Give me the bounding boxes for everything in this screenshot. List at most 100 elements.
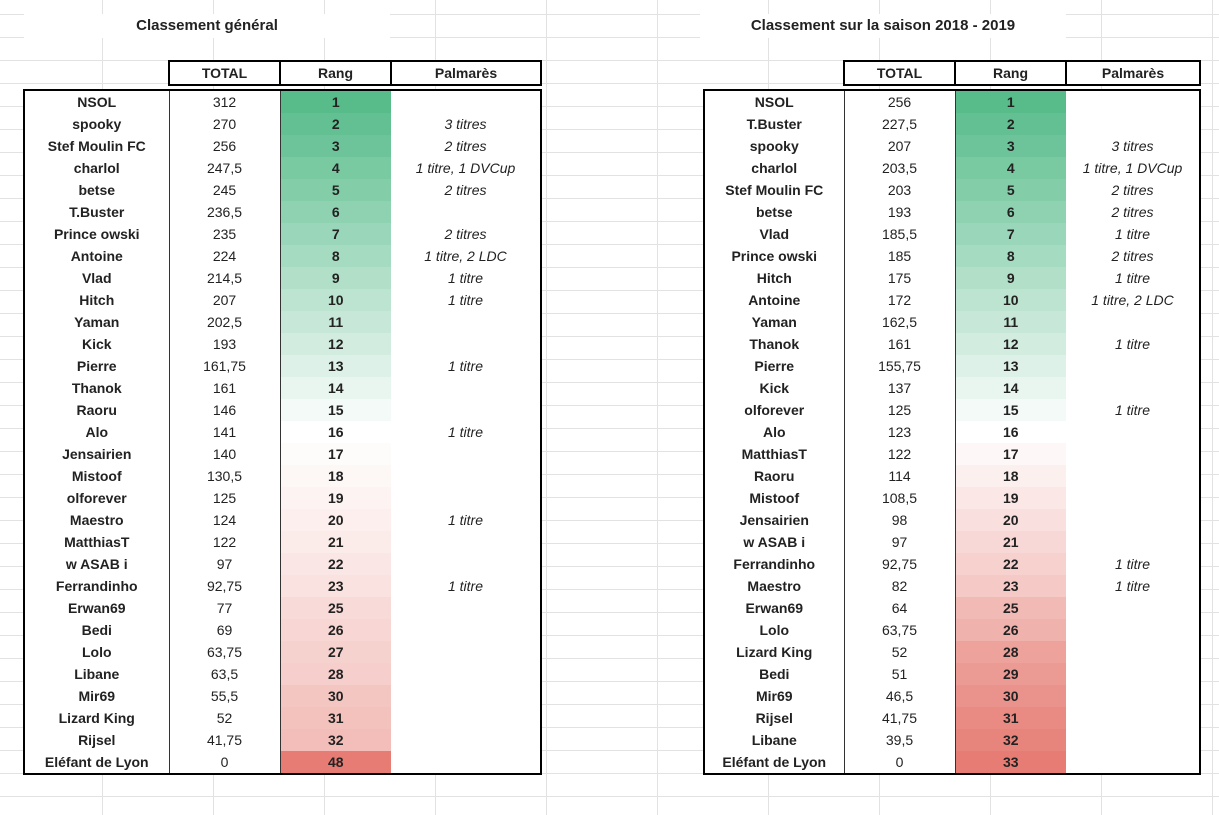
total-cell: 175	[843, 267, 956, 289]
table-row: w ASAB i 97 21	[703, 531, 1201, 553]
total-cell: 203	[843, 179, 956, 201]
player-name-cell: Thanok	[23, 377, 169, 399]
total-cell: 270	[168, 113, 281, 135]
palmares-cell	[1066, 707, 1201, 729]
rank-cell: 17	[955, 443, 1066, 465]
rank-cell: 31	[955, 707, 1066, 729]
palmares-cell	[1066, 685, 1201, 707]
rank-cell: 27	[280, 641, 391, 663]
palmares-cell	[391, 465, 542, 487]
player-name-cell: Antoine	[23, 245, 169, 267]
total-cell: 146	[168, 399, 281, 421]
palmares-cell	[391, 641, 542, 663]
table-row: Prince owski 235 7 2 titres	[23, 223, 542, 245]
table-row: Vlad 214,5 9 1 titre	[23, 267, 542, 289]
rank-cell: 11	[280, 311, 391, 333]
player-name-cell: Antoine	[703, 289, 844, 311]
palmares-cell	[1066, 729, 1201, 751]
rank-cell: 20	[955, 509, 1066, 531]
palmares-cell	[1066, 421, 1201, 443]
rank-cell: 20	[280, 509, 391, 531]
table-row: Hitch 175 9 1 titre	[703, 267, 1201, 289]
rank-cell: 18	[955, 465, 1066, 487]
table-row: NSOL 256 1	[703, 89, 1201, 113]
player-name-cell: Vlad	[703, 223, 844, 245]
table-row: olforever 125 15 1 titre	[703, 399, 1201, 421]
table-row: charlol 203,5 4 1 titre, 1 DVCup	[703, 157, 1201, 179]
right-title: Classement sur la saison 2018 - 2019	[700, 14, 1066, 38]
rank-cell: 12	[955, 333, 1066, 355]
player-name-cell: T.Buster	[23, 201, 169, 223]
palmares-cell	[1066, 355, 1201, 377]
table-row: Stef Moulin FC 256 3 2 titres	[23, 135, 542, 157]
total-cell: 0	[168, 751, 281, 775]
total-cell: 39,5	[843, 729, 956, 751]
rank-cell: 28	[280, 663, 391, 685]
palmares-cell	[391, 553, 542, 575]
player-name-cell: NSOL	[23, 89, 169, 113]
table-row: Ferrandinho 92,75 22 1 titre	[703, 553, 1201, 575]
rank-cell: 4	[280, 157, 391, 179]
player-name-cell: MatthiasT	[23, 531, 169, 553]
player-name-cell: Erwan69	[703, 597, 844, 619]
palmares-cell: 1 titre	[391, 267, 542, 289]
left-panel: TOTAL Rang Palmarès NSOL 312 1 spooky 270 2 3 …	[23, 60, 542, 775]
rank-cell: 2	[955, 113, 1066, 135]
total-cell: 207	[843, 135, 956, 157]
rank-cell: 6	[280, 201, 391, 223]
player-name-cell: Ferrandinho	[23, 575, 169, 597]
total-cell: 141	[168, 421, 281, 443]
palmares-cell	[391, 685, 542, 707]
total-cell: 137	[843, 377, 956, 399]
total-cell: 41,75	[843, 707, 956, 729]
player-name-cell: betse	[23, 179, 169, 201]
right-table-body: NSOL 256 1 T.Buster 227,5 2 spooky 207 3 3 titres…	[703, 89, 1201, 775]
total-cell: 77	[168, 597, 281, 619]
table-row: Ferrandinho 92,75 23 1 titre	[23, 575, 542, 597]
total-cell: 55,5	[168, 685, 281, 707]
player-name-cell: MatthiasT	[703, 443, 844, 465]
table-row: spooky 270 2 3 titres	[23, 113, 542, 135]
rank-cell: 30	[955, 685, 1066, 707]
palmares-cell	[1066, 597, 1201, 619]
player-name-cell: Stef Moulin FC	[703, 179, 844, 201]
palmares-cell: 2 titres	[1066, 179, 1201, 201]
total-cell: 125	[168, 487, 281, 509]
rank-cell: 8	[955, 245, 1066, 267]
right-standings-table: TOTAL Rang Palmarès NSOL 256 1 T.Buster 227,…	[703, 60, 1201, 775]
palmares-cell: 1 titre	[1066, 223, 1201, 245]
total-cell: 41,75	[168, 729, 281, 751]
palmares-cell	[1066, 751, 1201, 775]
total-cell: 245	[168, 179, 281, 201]
table-row: Jensairien 98 20	[703, 509, 1201, 531]
table-row: Rijsel 41,75 31	[703, 707, 1201, 729]
total-cell: 207	[168, 289, 281, 311]
total-cell: 193	[168, 333, 281, 355]
player-name-cell: spooky	[23, 113, 169, 135]
player-name-cell: charlol	[703, 157, 844, 179]
table-row: Maestro 82 23 1 titre	[703, 575, 1201, 597]
palmares-cell: 1 titre, 2 LDC	[391, 245, 542, 267]
rank-cell: 29	[955, 663, 1066, 685]
rank-cell: 28	[955, 641, 1066, 663]
total-cell: 97	[168, 553, 281, 575]
palmares-cell	[1066, 641, 1201, 663]
total-cell: 92,75	[843, 553, 956, 575]
player-name-cell: charlol	[23, 157, 169, 179]
rank-cell: 32	[280, 729, 391, 751]
rank-cell: 4	[955, 157, 1066, 179]
palmares-cell: 1 titre, 2 LDC	[1066, 289, 1201, 311]
table-row: Erwan69 64 25	[703, 597, 1201, 619]
table-row: Kick 193 12	[23, 333, 542, 355]
palmares-cell	[1066, 465, 1201, 487]
rank-cell: 23	[280, 575, 391, 597]
left-table-body: NSOL 312 1 spooky 270 2 3 titres Stef Moulin FC…	[23, 89, 542, 775]
palmares-cell	[391, 487, 542, 509]
player-name-cell: Lolo	[703, 619, 844, 641]
player-name-cell: Prince owski	[703, 245, 844, 267]
player-name-cell: betse	[703, 201, 844, 223]
player-name-cell: spooky	[703, 135, 844, 157]
palmares-cell: 2 titres	[1066, 201, 1201, 223]
rank-cell: 23	[955, 575, 1066, 597]
total-cell: 108,5	[843, 487, 956, 509]
